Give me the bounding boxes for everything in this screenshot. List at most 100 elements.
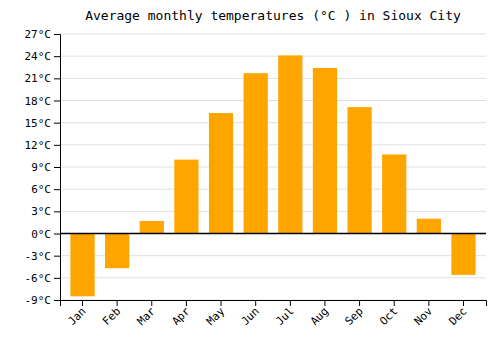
- x-tick: Mar: [135, 300, 159, 328]
- y-tick: 3°C: [31, 205, 60, 218]
- y-tick: -9°C: [25, 294, 61, 307]
- grid-line: [60, 122, 486, 123]
- y-tick: 24°C: [25, 50, 61, 63]
- grid-line: [60, 167, 486, 168]
- grid-line: [60, 189, 486, 190]
- grid-line: [60, 144, 486, 145]
- x-tick-mark: [359, 300, 360, 306]
- x-tick: Oct: [377, 300, 400, 328]
- bar: [417, 219, 441, 234]
- y-tick-mark: [54, 189, 60, 190]
- y-tick-mark: [54, 101, 60, 102]
- x-tick-label: Dec: [446, 305, 469, 328]
- y-tick: 6°C: [31, 183, 60, 196]
- y-tick-mark: [54, 34, 60, 35]
- x-tick-mark: [255, 300, 256, 306]
- x-tick: Nov: [412, 300, 436, 328]
- x-tick-label: Sep: [342, 305, 365, 328]
- y-tick-label: 0°C: [31, 228, 51, 241]
- y-tick-mark: [54, 123, 60, 124]
- x-tick-label: Mar: [135, 304, 159, 328]
- y-tick: -3°C: [25, 250, 61, 263]
- y-tick-mark: [54, 56, 60, 57]
- grid-line: [60, 78, 486, 79]
- y-tick: 9°C: [31, 161, 60, 174]
- x-tick-label: Nov: [412, 304, 436, 328]
- zero-line: [60, 233, 486, 235]
- y-tick: 18°C: [25, 95, 61, 108]
- chart-svg: -9°C -6°C -3°C 0°C 3°C 6°C 9°C 12°C 15°C 18°C 21°C…: [0, 0, 500, 350]
- bar: [451, 234, 475, 275]
- bars: [70, 55, 475, 296]
- bar: [382, 154, 406, 233]
- bar: [105, 234, 129, 269]
- x-tick-label: Aug: [308, 305, 331, 328]
- bar: [313, 68, 337, 234]
- x-tick: Jul: [273, 300, 296, 328]
- grid: [60, 34, 486, 300]
- x-tick-mark: [463, 300, 464, 306]
- x-tick-label: Jun: [239, 305, 262, 328]
- y-tick-label: 6°C: [31, 183, 51, 196]
- y-tick-label: -6°C: [25, 272, 52, 285]
- x-tick-mark: [186, 300, 187, 306]
- x-tick-label: Apr: [169, 304, 193, 328]
- chart-container: -9°C -6°C -3°C 0°C 3°C 6°C 9°C 12°C 15°C 18°C 21°C…: [0, 0, 500, 350]
- y-tick-mark: [54, 300, 60, 301]
- x-tick-label: Jan: [65, 305, 88, 328]
- grid-line: [60, 34, 486, 35]
- y-tick-label: 15°C: [25, 117, 52, 130]
- x-tick: Sep: [342, 300, 365, 328]
- y-axis: -9°C -6°C -3°C 0°C 3°C 6°C 9°C 12°C 15°C 18°C 21°C…: [25, 28, 61, 307]
- x-tick: May: [204, 300, 228, 328]
- y-tick: 12°C: [25, 139, 61, 152]
- grid-line: [60, 233, 486, 234]
- x-tick-mark: [82, 300, 83, 306]
- y-tick-label: -3°C: [25, 250, 52, 263]
- y-tick: -6°C: [25, 272, 61, 285]
- grid-line: [60, 100, 486, 101]
- x-tick: Dec: [446, 300, 469, 328]
- y-tick: 15°C: [25, 117, 61, 130]
- y-tick-label: 24°C: [25, 50, 52, 63]
- y-tick-label: 3°C: [31, 205, 51, 218]
- x-tick-label: Oct: [377, 305, 400, 328]
- grid-line: [60, 56, 486, 57]
- grid-line: [60, 211, 486, 212]
- x-tick: Jan: [65, 300, 88, 328]
- x-axis: Jan Feb Mar Apr May Jun Jul Aug Sep Oct Nov Dec: [61, 300, 487, 328]
- x-tick-mark: [428, 300, 429, 306]
- x-tick: Feb: [100, 300, 123, 328]
- x-tick-mark: [290, 300, 291, 306]
- y-tick-mark: [54, 234, 60, 235]
- bar: [278, 55, 302, 233]
- y-tick-label: 9°C: [31, 161, 51, 174]
- y-tick: 21°C: [25, 72, 61, 85]
- title: Average monthly temperatures (°C ) in Si…: [85, 8, 461, 23]
- x-tick-mark: [221, 300, 222, 306]
- x-tick-label: May: [204, 304, 228, 328]
- x-tick: Apr: [169, 300, 193, 328]
- y-tick-label: -9°C: [25, 294, 52, 307]
- x-axis-line: [61, 301, 487, 307]
- y-axis-line: [54, 35, 61, 301]
- x-tick-mark: [151, 300, 152, 306]
- x-tick: Aug: [308, 300, 331, 328]
- bar: [140, 221, 164, 234]
- bar: [174, 160, 198, 234]
- y-tick-mark: [54, 211, 60, 212]
- y-tick-label: 12°C: [25, 139, 52, 152]
- y-tick-mark: [54, 78, 60, 79]
- y-tick-mark: [54, 145, 60, 146]
- x-tick-label: Jul: [273, 305, 296, 328]
- x-tick-mark: [324, 300, 325, 306]
- x-tick-label: Feb: [100, 305, 123, 328]
- grid-line: [60, 277, 486, 278]
- y-tick-mark: [54, 167, 60, 168]
- x-tick: Jun: [239, 300, 262, 328]
- y-tick-label: 18°C: [25, 95, 52, 108]
- y-tick-label: 27°C: [25, 28, 52, 41]
- bar: [347, 107, 371, 233]
- y-tick: 0°C: [31, 228, 60, 241]
- bar: [70, 234, 94, 297]
